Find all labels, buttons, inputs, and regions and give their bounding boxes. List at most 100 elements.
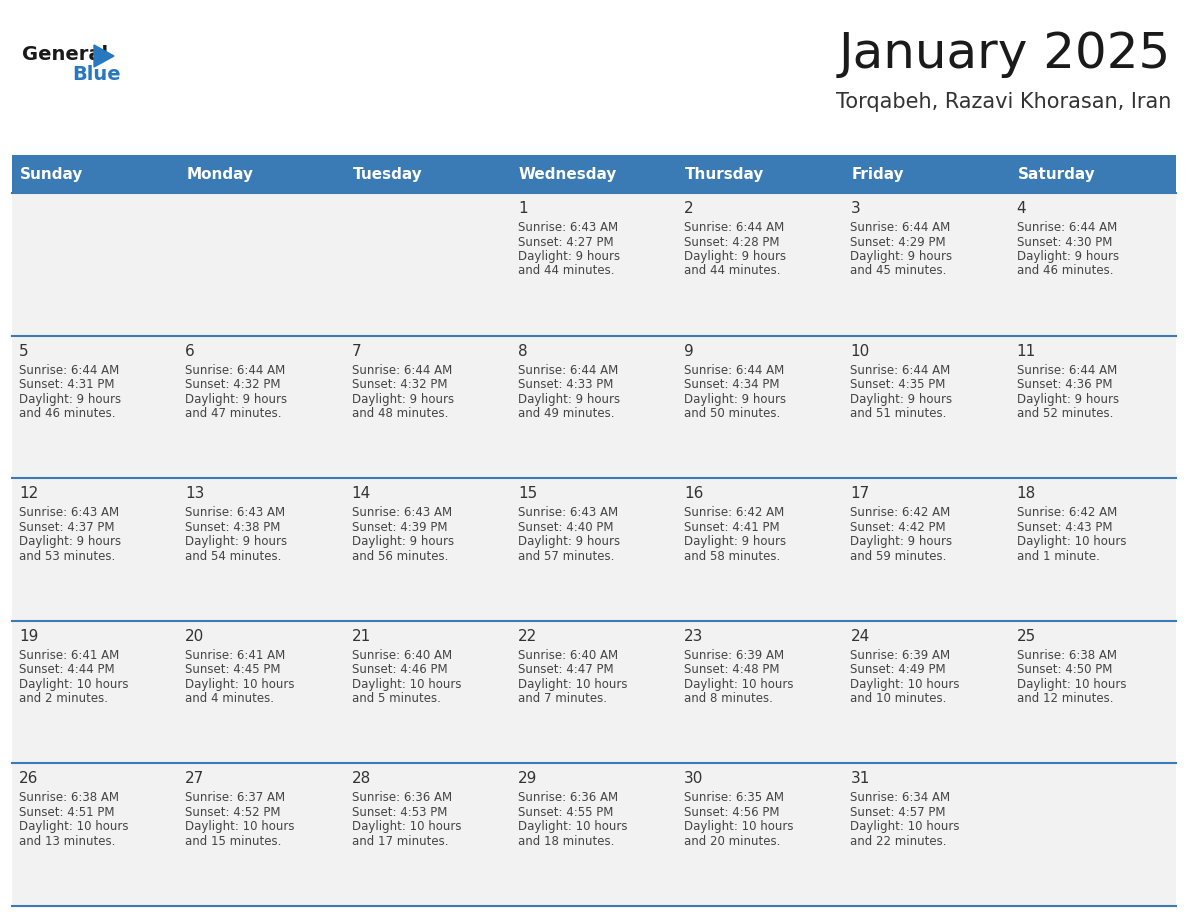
Text: Sunrise: 6:37 AM: Sunrise: 6:37 AM (185, 791, 285, 804)
Text: 27: 27 (185, 771, 204, 787)
Text: Sunrise: 6:43 AM: Sunrise: 6:43 AM (518, 221, 618, 234)
Text: Daylight: 9 hours: Daylight: 9 hours (19, 535, 121, 548)
Text: Sunrise: 6:44 AM: Sunrise: 6:44 AM (1017, 364, 1117, 376)
Text: Sunrise: 6:34 AM: Sunrise: 6:34 AM (851, 791, 950, 804)
Bar (12, 621, 1176, 764)
Text: and 2 minutes.: and 2 minutes. (19, 692, 108, 705)
Text: Sunset: 4:41 PM: Sunset: 4:41 PM (684, 521, 779, 533)
Text: Sunrise: 6:44 AM: Sunrise: 6:44 AM (851, 364, 950, 376)
Text: Daylight: 9 hours: Daylight: 9 hours (19, 393, 121, 406)
Text: Daylight: 9 hours: Daylight: 9 hours (185, 535, 287, 548)
Text: 15: 15 (518, 487, 537, 501)
Text: Sunrise: 6:43 AM: Sunrise: 6:43 AM (185, 506, 285, 520)
Text: 13: 13 (185, 487, 204, 501)
Text: Sunrise: 6:40 AM: Sunrise: 6:40 AM (352, 649, 451, 662)
Text: Friday: Friday (852, 166, 904, 182)
Text: Daylight: 9 hours: Daylight: 9 hours (1017, 393, 1119, 406)
Text: Sunrise: 6:44 AM: Sunrise: 6:44 AM (518, 364, 618, 376)
Text: Sunset: 4:56 PM: Sunset: 4:56 PM (684, 806, 779, 819)
Text: Sunrise: 6:36 AM: Sunrise: 6:36 AM (352, 791, 451, 804)
Text: Sunrise: 6:41 AM: Sunrise: 6:41 AM (19, 649, 119, 662)
Text: Sunrise: 6:44 AM: Sunrise: 6:44 AM (684, 221, 784, 234)
Text: Sunset: 4:28 PM: Sunset: 4:28 PM (684, 236, 779, 249)
Bar (1010, 155, 1176, 193)
Text: 16: 16 (684, 487, 703, 501)
Text: and 4 minutes.: and 4 minutes. (185, 692, 274, 705)
Text: Sunrise: 6:44 AM: Sunrise: 6:44 AM (185, 364, 285, 376)
Text: 9: 9 (684, 343, 694, 359)
Text: 30: 30 (684, 771, 703, 787)
Text: Daylight: 9 hours: Daylight: 9 hours (851, 250, 953, 263)
Text: Sunset: 4:53 PM: Sunset: 4:53 PM (352, 806, 447, 819)
Text: and 48 minutes.: and 48 minutes. (352, 407, 448, 420)
Text: Daylight: 9 hours: Daylight: 9 hours (352, 535, 454, 548)
Text: and 10 minutes.: and 10 minutes. (851, 692, 947, 705)
Text: and 7 minutes.: and 7 minutes. (518, 692, 607, 705)
Text: Daylight: 9 hours: Daylight: 9 hours (518, 535, 620, 548)
Text: Daylight: 9 hours: Daylight: 9 hours (1017, 250, 1119, 263)
Text: 20: 20 (185, 629, 204, 644)
Text: 5: 5 (19, 343, 29, 359)
Text: Daylight: 10 hours: Daylight: 10 hours (19, 677, 128, 691)
Text: 10: 10 (851, 343, 870, 359)
Text: Sunrise: 6:42 AM: Sunrise: 6:42 AM (851, 506, 950, 520)
Text: 3: 3 (851, 201, 860, 216)
Text: Sunrise: 6:44 AM: Sunrise: 6:44 AM (352, 364, 451, 376)
Text: 28: 28 (352, 771, 371, 787)
Text: Blue: Blue (72, 65, 121, 84)
Text: Daylight: 9 hours: Daylight: 9 hours (684, 393, 786, 406)
Text: 2: 2 (684, 201, 694, 216)
Text: Sunset: 4:27 PM: Sunset: 4:27 PM (518, 236, 613, 249)
Text: Sunrise: 6:42 AM: Sunrise: 6:42 AM (684, 506, 784, 520)
Text: Daylight: 10 hours: Daylight: 10 hours (851, 677, 960, 691)
Text: Sunrise: 6:43 AM: Sunrise: 6:43 AM (518, 506, 618, 520)
Text: and 5 minutes.: and 5 minutes. (352, 692, 441, 705)
Text: 1: 1 (518, 201, 527, 216)
Text: January 2025: January 2025 (839, 30, 1171, 78)
Bar (178, 155, 345, 193)
Text: Sunrise: 6:35 AM: Sunrise: 6:35 AM (684, 791, 784, 804)
Text: Sunset: 4:43 PM: Sunset: 4:43 PM (1017, 521, 1112, 533)
Text: 6: 6 (185, 343, 195, 359)
Text: 8: 8 (518, 343, 527, 359)
Text: Daylight: 10 hours: Daylight: 10 hours (518, 677, 627, 691)
Text: and 1 minute.: and 1 minute. (1017, 550, 1100, 563)
Text: Sunset: 4:32 PM: Sunset: 4:32 PM (352, 378, 447, 391)
Text: Sunset: 4:34 PM: Sunset: 4:34 PM (684, 378, 779, 391)
Bar (12, 193, 1176, 336)
Text: 19: 19 (19, 629, 38, 644)
Text: Sunrise: 6:36 AM: Sunrise: 6:36 AM (518, 791, 618, 804)
Text: Tuesday: Tuesday (353, 166, 422, 182)
Text: Sunrise: 6:42 AM: Sunrise: 6:42 AM (1017, 506, 1117, 520)
Text: 11: 11 (1017, 343, 1036, 359)
Text: and 8 minutes.: and 8 minutes. (684, 692, 773, 705)
Text: 26: 26 (19, 771, 38, 787)
Text: Sunrise: 6:38 AM: Sunrise: 6:38 AM (1017, 649, 1117, 662)
Text: Sunrise: 6:39 AM: Sunrise: 6:39 AM (684, 649, 784, 662)
Text: Sunset: 4:52 PM: Sunset: 4:52 PM (185, 806, 280, 819)
Text: Torqabeh, Razavi Khorasan, Iran: Torqabeh, Razavi Khorasan, Iran (835, 92, 1171, 112)
Text: Sunset: 4:33 PM: Sunset: 4:33 PM (518, 378, 613, 391)
Text: General: General (23, 45, 108, 64)
Text: Sunset: 4:39 PM: Sunset: 4:39 PM (352, 521, 447, 533)
Text: and 49 minutes.: and 49 minutes. (518, 407, 614, 420)
Text: Sunset: 4:31 PM: Sunset: 4:31 PM (19, 378, 114, 391)
Text: and 50 minutes.: and 50 minutes. (684, 407, 781, 420)
Polygon shape (94, 45, 114, 67)
Text: and 13 minutes.: and 13 minutes. (19, 834, 115, 848)
Text: Daylight: 10 hours: Daylight: 10 hours (352, 821, 461, 834)
Text: Saturday: Saturday (1018, 166, 1095, 182)
Text: Daylight: 9 hours: Daylight: 9 hours (352, 393, 454, 406)
Text: Sunset: 4:29 PM: Sunset: 4:29 PM (851, 236, 946, 249)
Text: Sunset: 4:40 PM: Sunset: 4:40 PM (518, 521, 613, 533)
Text: Sunrise: 6:39 AM: Sunrise: 6:39 AM (851, 649, 950, 662)
Text: Daylight: 10 hours: Daylight: 10 hours (352, 677, 461, 691)
Text: Sunset: 4:57 PM: Sunset: 4:57 PM (851, 806, 946, 819)
Text: 21: 21 (352, 629, 371, 644)
Text: Sunrise: 6:44 AM: Sunrise: 6:44 AM (851, 221, 950, 234)
Text: 31: 31 (851, 771, 870, 787)
Text: and 57 minutes.: and 57 minutes. (518, 550, 614, 563)
Text: Sunrise: 6:43 AM: Sunrise: 6:43 AM (352, 506, 451, 520)
Text: and 22 minutes.: and 22 minutes. (851, 834, 947, 848)
Text: Sunset: 4:48 PM: Sunset: 4:48 PM (684, 664, 779, 677)
